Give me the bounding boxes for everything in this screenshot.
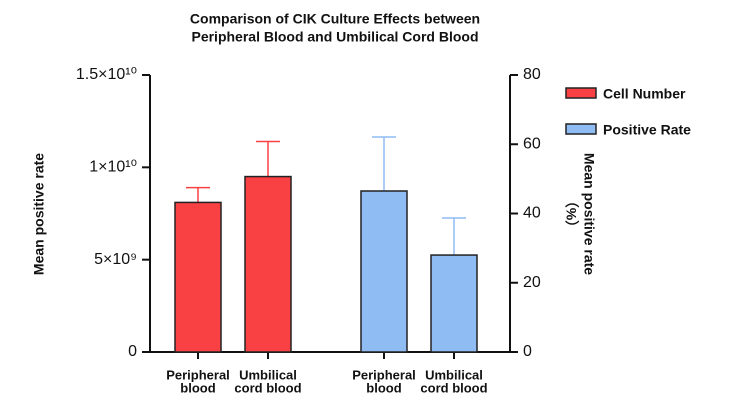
- x-tick-label: blood: [366, 380, 401, 395]
- y2-axis-label: Mean positive rate: [581, 153, 597, 275]
- y2-tick-label: 40: [523, 205, 541, 222]
- x-tick-label: Peripheral: [352, 367, 416, 382]
- y-tick-label: 0: [128, 343, 137, 360]
- chart-title: Comparison of CIK Culture Effects betwee…: [190, 11, 480, 27]
- legend-swatch: [565, 87, 597, 99]
- x-tick-label: Umbilical: [425, 367, 483, 382]
- y2-axis-label: （%）: [563, 194, 579, 234]
- bar: [360, 190, 408, 353]
- y2-tick-label: 60: [523, 135, 541, 152]
- y-tick-label: 1×10¹⁰: [89, 159, 137, 176]
- y2-tick-label: 80: [523, 66, 541, 83]
- y-tick-label: 5×10⁹: [94, 251, 137, 268]
- legend-label: Positive Rate: [603, 122, 691, 138]
- legend-swatch: [565, 123, 597, 135]
- x-tick-label: blood: [180, 380, 215, 395]
- x-tick-label: Umbilical: [239, 367, 297, 382]
- x-tick-label: cord blood: [420, 380, 487, 395]
- y2-tick-label: 20: [523, 274, 541, 291]
- bar: [430, 254, 478, 353]
- x-tick-label: Peripheral: [166, 367, 230, 382]
- bar: [244, 175, 292, 353]
- x-tick-label: cord blood: [234, 380, 301, 395]
- y-tick-label: 1.5×10¹⁰: [76, 66, 137, 83]
- chart-title: Peripheral Blood and Umbilical Cord Bloo…: [191, 29, 478, 45]
- y2-tick-label: 0: [523, 343, 532, 360]
- bar: [174, 201, 222, 353]
- legend-label: Cell Number: [603, 86, 686, 102]
- y-axis-label: Mean positive rate: [31, 153, 47, 275]
